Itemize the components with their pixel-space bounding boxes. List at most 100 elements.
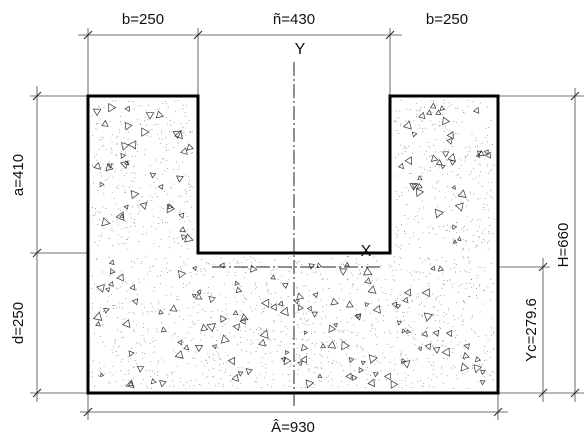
sand-speck bbox=[479, 363, 480, 365]
sand-speck bbox=[268, 338, 270, 340]
sand-speck bbox=[121, 123, 123, 125]
sand-speck bbox=[465, 340, 467, 342]
sand-speck bbox=[419, 272, 421, 274]
sand-speck bbox=[141, 196, 143, 197]
sand-speck bbox=[121, 331, 123, 333]
sand-speck bbox=[456, 301, 458, 303]
sand-speck bbox=[389, 346, 391, 348]
sand-speck bbox=[408, 145, 410, 147]
sand-speck bbox=[204, 365, 206, 367]
sand-speck bbox=[331, 348, 333, 350]
aggregate-mark bbox=[311, 311, 319, 318]
sand-speck bbox=[182, 161, 184, 163]
sand-speck bbox=[428, 146, 430, 148]
sand-speck bbox=[158, 303, 160, 305]
sand-speck bbox=[156, 109, 158, 111]
sand-speck bbox=[487, 106, 489, 108]
sand-speck bbox=[416, 297, 417, 299]
sand-speck bbox=[414, 339, 416, 341]
sand-speck bbox=[131, 195, 133, 197]
concrete-hatch bbox=[91, 99, 495, 390]
sand-speck bbox=[189, 220, 191, 222]
sand-speck bbox=[153, 182, 155, 184]
sand-speck bbox=[121, 307, 123, 309]
aggregate-mark bbox=[103, 308, 110, 314]
sand-speck bbox=[462, 256, 464, 258]
sand-speck bbox=[124, 175, 126, 177]
sand-speck bbox=[444, 196, 446, 198]
sand-speck bbox=[179, 210, 181, 212]
sand-speck bbox=[484, 345, 486, 347]
aggregate-mark bbox=[105, 163, 114, 172]
sand-speck bbox=[189, 272, 191, 273]
sand-speck bbox=[483, 372, 485, 374]
sand-speck bbox=[278, 344, 280, 346]
sand-speck bbox=[427, 142, 429, 143]
sand-speck bbox=[382, 315, 384, 317]
sand-speck bbox=[222, 383, 224, 385]
sand-speck bbox=[421, 331, 423, 333]
dim-d-label: d=250 bbox=[10, 302, 27, 344]
sand-speck bbox=[146, 369, 148, 371]
sand-speck bbox=[431, 111, 433, 113]
sand-speck bbox=[412, 152, 414, 154]
sand-speck bbox=[260, 329, 262, 330]
sand-speck bbox=[387, 343, 389, 345]
sand-speck bbox=[185, 190, 187, 192]
sand-speck bbox=[100, 235, 102, 237]
sand-speck bbox=[157, 362, 159, 364]
sand-speck bbox=[444, 148, 446, 150]
aggregate-mark bbox=[297, 361, 303, 367]
sand-speck bbox=[407, 375, 409, 376]
sand-speck bbox=[453, 243, 455, 245]
sand-speck bbox=[473, 331, 475, 333]
sand-speck bbox=[444, 346, 446, 347]
sand-speck bbox=[415, 103, 417, 104]
sand-speck bbox=[134, 313, 136, 315]
sand-speck bbox=[218, 369, 220, 371]
sand-speck bbox=[122, 185, 124, 187]
sand-speck bbox=[377, 321, 379, 323]
sand-speck bbox=[328, 361, 330, 363]
sand-speck bbox=[449, 205, 450, 207]
sand-speck bbox=[172, 201, 174, 203]
sand-speck bbox=[120, 236, 122, 238]
sand-speck bbox=[314, 297, 316, 299]
sand-speck bbox=[395, 299, 397, 301]
sand-speck bbox=[454, 267, 455, 268]
sand-speck bbox=[489, 157, 491, 159]
sand-speck bbox=[370, 330, 372, 332]
sand-speck bbox=[225, 369, 227, 371]
sand-speck bbox=[478, 163, 480, 165]
sand-speck bbox=[98, 320, 100, 321]
sand-speck bbox=[218, 356, 220, 358]
sand-speck bbox=[426, 328, 428, 329]
sand-speck bbox=[217, 347, 219, 349]
sand-speck bbox=[318, 379, 320, 381]
sand-speck bbox=[156, 133, 158, 135]
sand-speck bbox=[481, 143, 483, 144]
sand-speck bbox=[134, 360, 136, 361]
sand-speck bbox=[109, 274, 111, 276]
aggregate-mark bbox=[401, 328, 407, 333]
sand-speck bbox=[493, 218, 495, 220]
sand-speck bbox=[157, 371, 159, 373]
sand-speck bbox=[411, 382, 413, 384]
sand-speck bbox=[295, 363, 297, 365]
sand-speck bbox=[144, 255, 146, 257]
sand-speck bbox=[463, 257, 465, 259]
sand-speck bbox=[265, 363, 267, 365]
sand-speck bbox=[144, 203, 146, 205]
sand-speck bbox=[331, 385, 333, 387]
sand-speck bbox=[104, 345, 106, 347]
sand-speck bbox=[433, 362, 435, 364]
sand-speck bbox=[261, 356, 263, 358]
sand-speck bbox=[463, 269, 465, 271]
sand-speck bbox=[260, 327, 261, 329]
sand-speck bbox=[444, 283, 446, 285]
sand-speck bbox=[449, 279, 451, 281]
sand-speck bbox=[391, 346, 393, 348]
sand-speck bbox=[322, 278, 324, 280]
sand-speck bbox=[439, 301, 441, 303]
sand-speck bbox=[335, 317, 337, 319]
